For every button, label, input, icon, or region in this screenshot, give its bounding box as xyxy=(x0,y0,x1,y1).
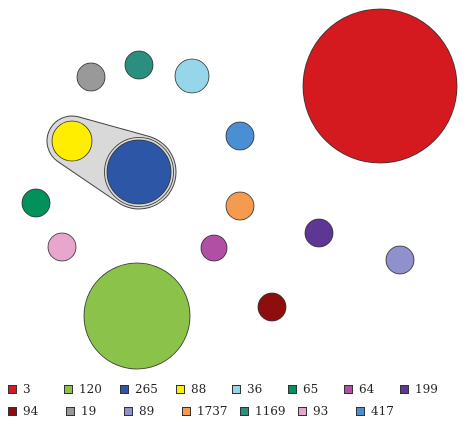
bubble-417 xyxy=(225,121,255,151)
legend-item-417: 417 xyxy=(356,404,414,418)
legend-swatch xyxy=(400,384,409,394)
legend-item-199: 199 xyxy=(400,382,456,396)
legend-label: 1169 xyxy=(255,404,286,418)
legend-label: 199 xyxy=(415,382,438,396)
legend-label: 65 xyxy=(303,382,319,396)
legend-item-89: 89 xyxy=(124,404,182,418)
legend-item-265: 265 xyxy=(120,382,176,396)
legend-item-120: 120 xyxy=(64,382,120,396)
legend-swatch xyxy=(298,406,307,416)
legend-label: 3 xyxy=(23,382,31,396)
legend-swatch xyxy=(66,406,75,416)
legend-swatch xyxy=(182,406,191,416)
legend-label: 93 xyxy=(313,404,329,418)
bubble-1737 xyxy=(225,191,255,221)
legend-item-19: 19 xyxy=(66,404,124,418)
legend-label: 36 xyxy=(247,382,263,396)
legend-row: 94 19 89 1737 1169 93 417 xyxy=(8,400,468,422)
legend-swatch xyxy=(240,406,249,416)
legend-label: 1737 xyxy=(197,404,228,418)
legend-item-88: 88 xyxy=(176,382,232,396)
legend-item-94: 94 xyxy=(8,404,66,418)
legend-swatch xyxy=(176,384,185,394)
bubble-265 xyxy=(106,139,172,205)
bubble-94 xyxy=(257,292,287,322)
legend-label: 88 xyxy=(191,382,207,396)
legend-item-1737: 1737 xyxy=(182,404,240,418)
bubble-ring xyxy=(104,137,174,207)
bubble-65 xyxy=(21,188,51,218)
legend-item-65: 65 xyxy=(288,382,344,396)
legend-item-93: 93 xyxy=(298,404,356,418)
bubble-1169 xyxy=(124,50,154,80)
legend-swatch xyxy=(64,384,73,394)
bubble-89 xyxy=(385,245,415,275)
bubble-chart xyxy=(21,8,458,370)
legend-swatch xyxy=(232,384,241,394)
legend-item-3: 3 xyxy=(8,382,64,396)
bubble-88 xyxy=(51,120,93,162)
legend-label: 64 xyxy=(359,382,375,396)
bubble-36 xyxy=(174,58,210,94)
legend-swatch xyxy=(356,406,365,416)
bubble-120 xyxy=(83,262,191,370)
legend: 3 120 265 88 36 65 64 199 94 19 89 1737 1169 93 417 xyxy=(8,378,468,422)
legend-item-1169: 1169 xyxy=(240,404,298,418)
bubble-19 xyxy=(76,62,106,92)
legend-row: 3 120 265 88 36 65 64 199 xyxy=(8,378,468,400)
bubble-93 xyxy=(47,232,77,262)
legend-swatch xyxy=(120,384,129,394)
legend-label: 94 xyxy=(23,404,39,418)
legend-label: 19 xyxy=(81,404,97,418)
legend-label: 265 xyxy=(135,382,158,396)
legend-item-64: 64 xyxy=(344,382,400,396)
legend-label: 89 xyxy=(139,404,155,418)
legend-label: 120 xyxy=(79,382,102,396)
legend-swatch xyxy=(344,384,353,394)
bubble-64 xyxy=(200,234,228,262)
bubble-199 xyxy=(304,218,334,248)
legend-swatch xyxy=(288,384,297,394)
legend-swatch xyxy=(124,406,133,416)
legend-swatch xyxy=(8,384,17,394)
legend-label: 417 xyxy=(371,404,394,418)
legend-swatch xyxy=(8,406,17,416)
bubble-3 xyxy=(302,8,458,164)
legend-item-36: 36 xyxy=(232,382,288,396)
